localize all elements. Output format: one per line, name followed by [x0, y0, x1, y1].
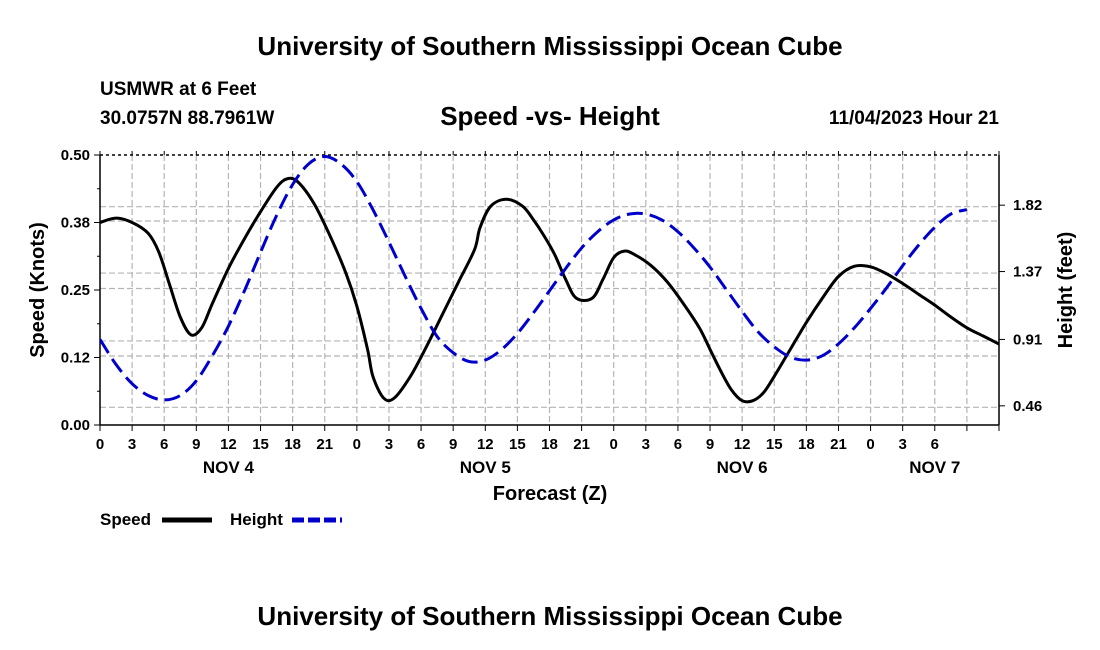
x-tick-label: 3 [385, 436, 393, 453]
x-tick-label: 12 [734, 436, 751, 453]
day-label: NOV 7 [909, 458, 960, 477]
x-tick-label: 9 [192, 436, 200, 453]
series-speed-line [100, 176, 999, 404]
day-label: NOV 5 [460, 458, 511, 477]
coordinates-label: 30.0757N 88.7961W [100, 108, 274, 129]
forecast-datetime: 11/04/2023 Hour 21 [829, 108, 999, 129]
x-tick-label: 18 [284, 436, 301, 453]
y2-tick-label: 1.82 [1013, 197, 1042, 214]
y-tick-label: 0.00 [61, 417, 90, 434]
x-tick-label: 9 [449, 436, 457, 453]
y2-tick-label: 0.46 [1013, 398, 1042, 415]
x-tick-label: 0 [96, 436, 104, 453]
x-tick-label: 6 [160, 436, 168, 453]
y-tick-label: 0.25 [61, 282, 90, 299]
series-height-line [100, 155, 968, 402]
y-tick-label: 0.12 [61, 350, 90, 367]
x-tick-label: 6 [417, 436, 425, 453]
chart-subtitle: Speed -vs- Height [440, 101, 660, 131]
x-tick-label: 6 [674, 436, 682, 453]
y-tick-label: 0.38 [61, 215, 90, 232]
x-tick-label: 3 [128, 436, 136, 453]
y2-tick-label: 1.37 [1013, 264, 1042, 281]
plot-area: 0 3 6 9 12 15 18 21 0 3 6 9 12 15 18 21 0 3 6 9 12 15 18 21 0 3 6 N… [61, 147, 1042, 477]
legend-label-height: Height [230, 510, 283, 529]
station-label: USMWR at 6 Feet [100, 79, 257, 100]
x-tick-label: 0 [353, 436, 361, 453]
x-tick-label: 21 [830, 436, 847, 453]
x-tick-label: 12 [220, 436, 237, 453]
x-tick-label: 3 [899, 436, 907, 453]
legend-label-speed: Speed [100, 510, 151, 529]
x-tick-label: 0 [866, 436, 874, 453]
y2-tick-label: 0.91 [1013, 331, 1042, 348]
x-tick-label: 15 [509, 436, 526, 453]
x-tick-label: 18 [541, 436, 558, 453]
y-tick-label: 0.50 [61, 147, 90, 164]
x-tick-label: 6 [931, 436, 939, 453]
footer-title: University of Southern Mississippi Ocean… [257, 601, 842, 631]
x-tick-label: 18 [798, 436, 815, 453]
x-tick-label: 0 [610, 436, 618, 453]
x-tick-label: 12 [477, 436, 494, 453]
legend: Speed Height [100, 510, 342, 529]
x-tick-label: 21 [573, 436, 590, 453]
y-axis-label: Speed (Knots) [27, 222, 49, 358]
day-label: NOV 4 [203, 458, 255, 477]
x-tick-label: 15 [766, 436, 783, 453]
y2-axis-label: Height (feet) [1055, 232, 1077, 349]
chart-main-title: University of Southern Mississippi Ocean… [257, 31, 842, 61]
x-tick-label: 21 [316, 436, 333, 453]
x-tick-label: 3 [642, 436, 650, 453]
x-tick-label: 9 [706, 436, 714, 453]
day-label: NOV 6 [717, 458, 768, 477]
x-axis-label: Forecast (Z) [493, 483, 607, 505]
x-tick-label: 15 [252, 436, 269, 453]
